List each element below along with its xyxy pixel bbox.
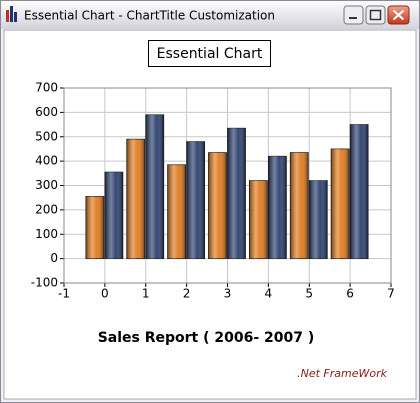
plot-border bbox=[63, 87, 392, 284]
chart-title: Essential Chart bbox=[157, 46, 263, 62]
x-tick-label: 6 bbox=[346, 287, 354, 301]
bar-shade bbox=[126, 139, 145, 259]
bar-shade bbox=[167, 164, 186, 259]
maximize-icon bbox=[369, 9, 382, 21]
minimize-button[interactable] bbox=[343, 5, 364, 25]
y-tick-label: -100 bbox=[31, 276, 58, 290]
app-icon bbox=[6, 6, 17, 22]
y-tick-label: 0 bbox=[50, 251, 58, 265]
x-tick-label: 4 bbox=[265, 287, 273, 301]
bar-shade bbox=[85, 196, 104, 259]
y-tick-label: 400 bbox=[35, 154, 58, 168]
chart-title-box bbox=[148, 40, 271, 67]
bar-shade bbox=[104, 172, 123, 259]
y-tick-label: 300 bbox=[35, 178, 58, 192]
bar-shade bbox=[227, 128, 246, 259]
bar-shade bbox=[331, 148, 350, 259]
window-title: Essential Chart - ChartTitle Customizati… bbox=[24, 9, 275, 23]
y-tick-label: 600 bbox=[35, 105, 58, 119]
bar-shade bbox=[350, 124, 369, 259]
annotation: .Net FrameWork bbox=[297, 367, 388, 380]
bar-shade bbox=[268, 156, 287, 259]
x-tick-label: 2 bbox=[183, 287, 191, 301]
bar-shade bbox=[249, 180, 268, 259]
y-tick-label: 700 bbox=[35, 81, 58, 95]
y-tick-label: 100 bbox=[35, 227, 58, 241]
bar-shade bbox=[309, 180, 328, 259]
x-tick-label: 3 bbox=[224, 287, 232, 301]
close-icon bbox=[392, 9, 405, 21]
minimize-icon bbox=[349, 17, 357, 19]
x-tick-label: 7 bbox=[387, 287, 395, 301]
bar-shade bbox=[290, 152, 309, 259]
y-tick-label: 200 bbox=[35, 202, 58, 216]
x-tick-label: 1 bbox=[142, 287, 150, 301]
maximize-button[interactable] bbox=[365, 5, 386, 25]
y-tick-label: 500 bbox=[35, 129, 58, 143]
bar-shade bbox=[208, 152, 227, 259]
x-axis-title: Sales Report ( 2006- 2007 ) bbox=[98, 330, 315, 346]
x-tick-label: 0 bbox=[101, 287, 109, 301]
x-tick-label: -1 bbox=[58, 287, 70, 301]
x-tick-label: 5 bbox=[305, 287, 313, 301]
bar-shade bbox=[145, 114, 164, 259]
bar-shade bbox=[186, 141, 205, 259]
